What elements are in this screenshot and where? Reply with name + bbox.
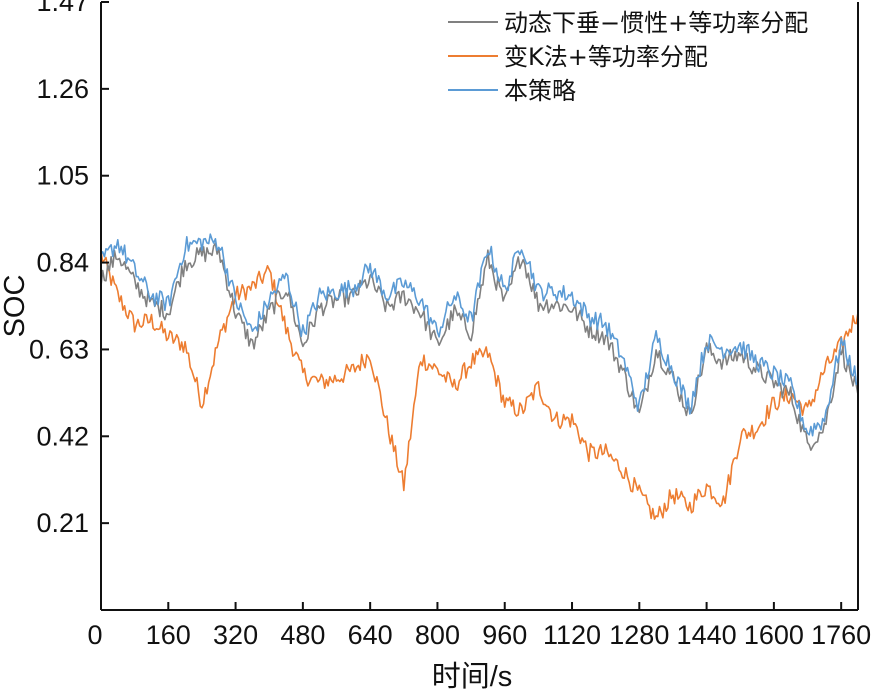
y-axis-title: SOC xyxy=(0,275,31,338)
x-tick-label: 480 xyxy=(280,620,325,650)
x-tick-label: 1440 xyxy=(677,620,737,650)
y-tick-label: 1.05 xyxy=(36,161,89,191)
y-tick-label: 1.26 xyxy=(36,74,89,104)
legend-label-1: 动态下垂−惯性+等功率分配 xyxy=(504,9,808,37)
y-tick-label: 0.21 xyxy=(36,508,89,538)
x-tick-label: 1120 xyxy=(543,620,601,650)
ticks-layer: 0.21 0.42 0. 63 0.84 1.05 1.26 1.47 0 160 320 480 6… xyxy=(29,0,871,650)
y-tick-label: 0.84 xyxy=(36,248,89,278)
x-tick-label: 1760 xyxy=(811,620,871,650)
series-line-1 xyxy=(100,242,859,452)
x-tick-label: 640 xyxy=(348,620,393,650)
x-tick-label: 320 xyxy=(213,620,258,650)
x-tick-label: 1600 xyxy=(744,620,804,650)
x-tick-label: 960 xyxy=(482,620,527,650)
y-tick-label: 0.42 xyxy=(36,421,89,451)
x-tick-label: 160 xyxy=(146,620,191,650)
series-line-2 xyxy=(100,251,859,521)
x-tick-label: 0 xyxy=(87,620,102,650)
plot-area xyxy=(101,2,858,610)
y-tick-label: 0. 63 xyxy=(29,334,89,364)
axes-layer xyxy=(100,2,859,611)
series-line-3 xyxy=(100,233,859,437)
legend-label-2: 变K法+等功率分配 xyxy=(504,43,708,71)
legend-label-3: 本策略 xyxy=(504,77,576,105)
series-layer xyxy=(100,233,859,521)
x-tick-label: 1280 xyxy=(609,620,669,650)
x-tick-label: 800 xyxy=(415,620,460,650)
y-tick-label: 1.47 xyxy=(36,0,89,17)
x-axis-title: 时间/s xyxy=(432,660,513,692)
